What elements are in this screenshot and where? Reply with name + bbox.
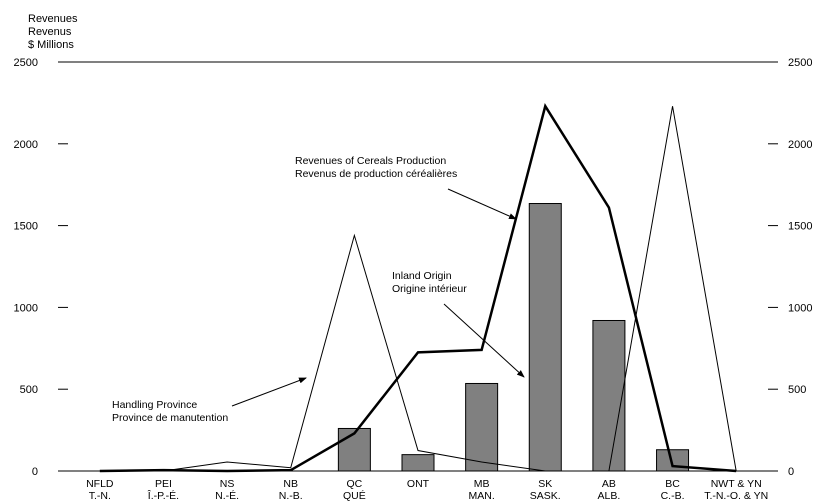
right-tick-label: 0 xyxy=(788,466,794,478)
category-label: NWT & YN xyxy=(711,478,762,490)
inland-origin-bar xyxy=(401,454,435,472)
category-label-fr: T.-N.-O. & YN xyxy=(704,490,768,502)
left-tick-label: 500 xyxy=(20,384,38,396)
category-label: NFLD xyxy=(86,478,114,490)
category-label-fr: Î.-P.-É. xyxy=(147,489,179,502)
left-tick-label: 1000 xyxy=(14,302,38,314)
series-lines xyxy=(99,103,737,473)
right-tick-label: 1500 xyxy=(788,221,812,233)
annotation-arrow xyxy=(447,188,517,220)
category-label-fr: MAN. xyxy=(469,490,495,502)
left-tick-label: 0 xyxy=(32,466,38,478)
left-tick-label: 1500 xyxy=(14,221,38,233)
category-label-fr: N.-B. xyxy=(279,490,303,502)
annotation-text: Handling Province xyxy=(112,399,197,411)
annotation-text: Revenues of Cereals Production xyxy=(295,155,446,167)
inland-origin-bar xyxy=(528,203,562,472)
category-label-fr: ALB. xyxy=(598,490,621,502)
left-tick-label: 2500 xyxy=(14,57,38,69)
annotation-arrow xyxy=(231,377,307,407)
inland-origin-bars xyxy=(337,203,690,472)
category-label: SK xyxy=(538,478,552,490)
left-y-ticks: 0 500 1000 1500 2000 2500 xyxy=(14,57,68,478)
annotation-text: Province de manutention xyxy=(112,412,228,424)
annotation-text: Origine intérieur xyxy=(392,283,467,295)
inland-origin-bar xyxy=(592,319,626,472)
right-tick-label: 1000 xyxy=(788,302,812,314)
category-label: NB xyxy=(283,478,298,490)
category-label: QC xyxy=(346,478,362,490)
annotation-text: Inland Origin xyxy=(392,270,452,282)
right-y-ticks: 0 500 1000 1500 2000 2500 xyxy=(768,57,812,478)
category-label: ONT xyxy=(407,478,430,490)
inland-origin-bar xyxy=(337,427,371,472)
right-tick-label: 2000 xyxy=(788,139,812,151)
right-tick-label: 2500 xyxy=(788,57,812,69)
y-axis-title-line: $ Millions xyxy=(28,39,74,51)
category-label: PEI xyxy=(155,478,172,490)
right-tick-label: 500 xyxy=(788,384,806,396)
annotation-text: Revenus de production céréalières xyxy=(295,168,457,180)
handling-province-line xyxy=(99,106,737,472)
category-label-fr: QUÉ xyxy=(343,489,366,502)
cereals-production-line xyxy=(99,103,737,473)
inland-origin-bar xyxy=(465,382,499,472)
category-label: AB xyxy=(602,478,616,490)
category-label: BC xyxy=(665,478,680,490)
category-label-fr: C.-B. xyxy=(661,490,685,502)
category-label: NS xyxy=(220,478,235,490)
annotation-arrow xyxy=(443,303,525,378)
left-tick-label: 2000 xyxy=(14,139,38,151)
category-label-fr: SASK. xyxy=(530,490,561,502)
category-label-fr: N.-É. xyxy=(215,489,239,502)
y-axis-title-line: Revenues xyxy=(28,13,78,25)
category-label: MB xyxy=(474,478,490,490)
y-axis-title-line: Revenus xyxy=(28,26,72,38)
category-label-fr: T.-N. xyxy=(89,490,111,502)
